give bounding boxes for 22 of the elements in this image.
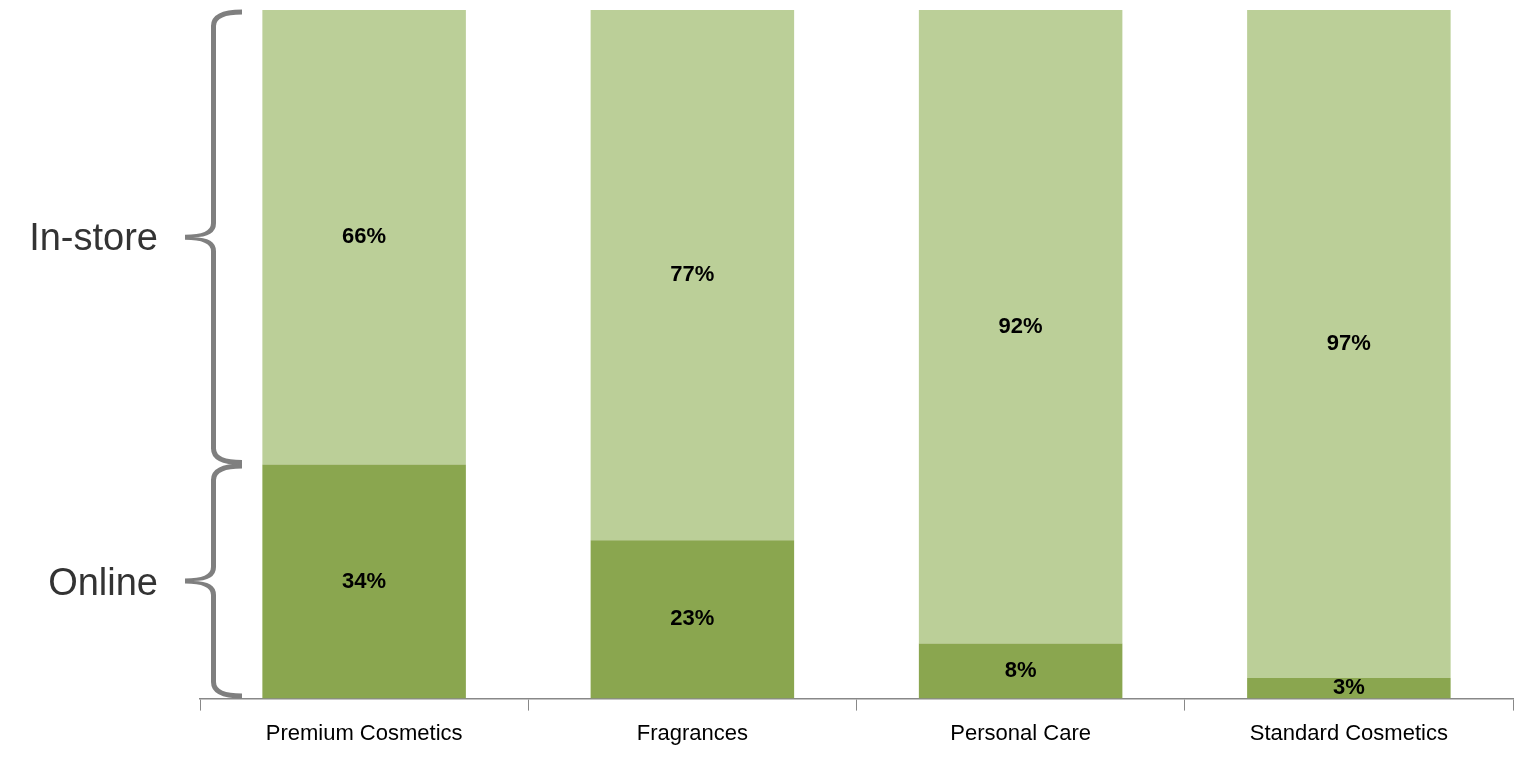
bar xyxy=(262,10,466,465)
data-label: 34% xyxy=(342,567,387,593)
text: In-store xyxy=(29,215,158,259)
data-label: 97% xyxy=(1326,330,1371,356)
x-tick-label: Premium Cosmetics xyxy=(265,719,463,745)
data-label: 66% xyxy=(342,223,387,249)
data-label: 92% xyxy=(998,312,1043,338)
bar xyxy=(590,10,795,541)
bar xyxy=(918,10,1123,644)
data-label: 3% xyxy=(1332,674,1365,700)
data-label: 8% xyxy=(1004,657,1037,683)
bar xyxy=(1247,10,1451,678)
bar xyxy=(1247,677,1451,699)
bar xyxy=(262,464,466,699)
x-tick-label: Standard Cosmetics xyxy=(1249,719,1448,745)
text: Online xyxy=(48,560,158,604)
data-label: 23% xyxy=(670,605,715,631)
x-tick-label: Personal Care xyxy=(950,719,1091,745)
data-label: 77% xyxy=(670,261,715,287)
x-tick-label: Fragrances xyxy=(636,719,749,745)
bar xyxy=(918,643,1123,699)
bar xyxy=(590,540,795,699)
